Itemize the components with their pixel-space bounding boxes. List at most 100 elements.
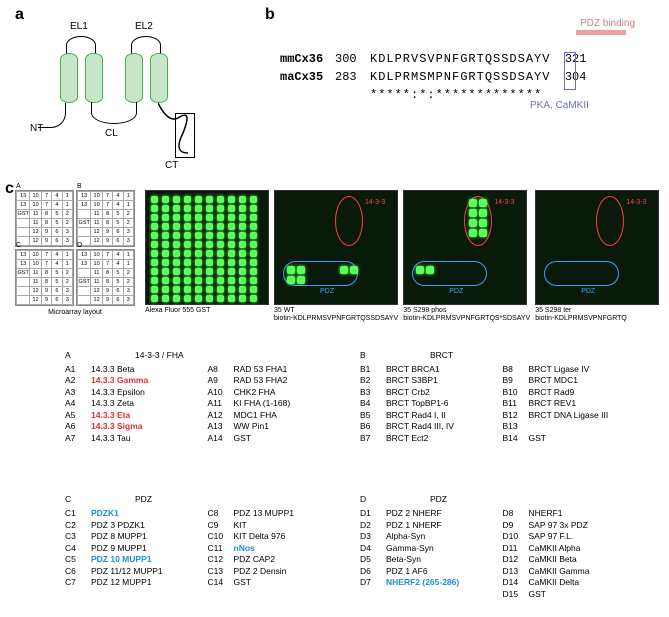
list-entry: C14GST [208,577,341,588]
list-entry: D14CaMKII Delta [503,577,636,588]
array-image: 14-3-3PDZ [535,190,659,305]
phos-site-box [564,52,576,90]
list-entry: D11CaMKII Alpha [503,543,636,554]
array-caption: 35 S298 terbiotin-KDLPRMSVPNFGRTQ [535,307,659,324]
list-entry: C7PDZ 12 MUPP1 [65,577,198,588]
mini-grid: A13107411310741GST11852118521296312963 [15,190,74,247]
list-entry: C6PDZ 11/12 MUPP1 [65,566,198,577]
list-entry: A214.3.3 Gamma [65,375,198,386]
array-image-block: Alexa Fluor 555 GST [145,190,269,324]
tm-cylinder [150,53,168,103]
ct-label: CT [165,160,178,171]
list-entry: A514.3.3 Eta [65,410,198,421]
pdz-binding-bar [576,30,626,35]
tm-cylinder [85,53,103,103]
sequence-rows: mmCx36300KDLPRVSVPNFGRTQSSDSAYV 321maCx3… [280,50,660,86]
array-caption: 35 WTbiotin-KDLPRMSVPNFGRTQSSDSAYV [274,307,398,324]
array-caption: Alexa Fluor 555 GST [145,307,269,315]
mini-grid: B1310741131074111852GST118521296312963 [76,190,135,247]
list-entry: A8RAD 53 FHA1 [208,364,341,375]
list-entry: D9SAP 97 3x PDZ [503,520,636,531]
array-images: Alexa Fluor 555 GST 14-3-3PDZ 35 WTbiotin-… [145,190,659,324]
list-entry: B2BRCT S3BP1 [360,375,493,386]
list-entry: D1PDZ 2 NHERF [360,508,493,519]
list-entry: B11BRCT REV1 [503,398,636,409]
list-entry: A9RAD 53 FHA2 [208,375,341,386]
list-entry: D10SAP 97 F.L. [503,531,636,542]
list-entry: D2PDZ 1 NHERF [360,520,493,531]
list-entry: C4PDZ 9 MUPP1 [65,543,198,554]
el2-label: EL2 [135,21,153,32]
mini-grid: D1310741131074111852GST118521296312963 [76,249,135,306]
list-entry: C2PDZ 3 PDZK1 [65,520,198,531]
list-entry: D4Gamma-Syn [360,543,493,554]
ct-box [175,113,195,158]
list-entry: A14GST [208,433,341,444]
list-entry: C5PDZ 10 MUPP1 [65,554,198,565]
list-entry: C3PDZ 8 MUPP1 [65,531,198,542]
list-entry: A10CHK2 FHA [208,387,341,398]
array-image-block: 14-3-3PDZ 35 WTbiotin-KDLPRMSVPNFGRTQSSDS… [274,190,398,324]
pka-camkii-label: PKA, CaMKII [530,100,589,111]
list-entry: B4BRCT TopBP1-6 [360,398,493,409]
loop-el1 [66,36,96,54]
cl-label: CL [105,128,118,139]
list-entry: C13PDZ 2 Densin [208,566,341,577]
list-entry: C12PDZ CAP2 [208,554,341,565]
array-image-block: 14-3-3PDZ 35 S298 terbiotin-KDLPRMSVPNFGR… [535,190,659,324]
panel-a-topology: EL1 EL2 NT CL CT [30,18,230,158]
list-entry: B5BRCT Rad4 I, II [360,410,493,421]
list-entry: A414.3.3 Zeta [65,398,198,409]
list-entry: A13WW Pin1 [208,421,341,432]
list-entry: D5Beta-Syn [360,554,493,565]
list-entry: A314.3.3 Epsilon [65,387,198,398]
sequence-row: mmCx36300KDLPRVSVPNFGRTQSSDSAYV 321 [280,50,660,68]
protein-lists: A14-3-3 / FHAA114.3.3 BetaA214.3.3 Gamma… [65,350,635,600]
layout-quad: A13107411310741GST11852118521296312963B1… [15,190,135,306]
list-block-A: A14-3-3 / FHAA114.3.3 BetaA214.3.3 Gamma… [65,350,340,444]
list-entry: B12BRCT DNA Ligase III [503,410,636,421]
list-entry: D15GST [503,589,636,600]
list-entry: B10BRCT Rad9 [503,387,636,398]
list-entry: D7NHERF2 (265-286) [360,577,493,588]
list-entry: C1PDZK1 [65,508,198,519]
panel-label-a: a [15,6,24,24]
tm-cylinder [60,53,78,103]
list-block-C: CPDZC1PDZK1C2PDZ 3 PDZK1C3PDZ 8 MUPP1C4P… [65,494,340,600]
list-entry: A714.3.3 Tau [65,433,198,444]
list-entry: D3Alpha-Syn [360,531,493,542]
list-entry: B1BRCT BRCA1 [360,364,493,375]
list-entry: B3BRCT Crb2 [360,387,493,398]
mini-grid: C13107411310741GST11852118521296312963 [15,249,74,306]
tm-cylinder [125,53,143,103]
array-image-block: 14-3-3PDZ 35 S298 phosbiotin-KDLPRMSVPNFG… [403,190,530,324]
list-entry: D8NHERF1 [503,508,636,519]
array-image [145,190,269,305]
list-entry: D13CaMKII Gamma [503,566,636,577]
list-entry: B6BRCT Rad4 III, IV [360,421,493,432]
panel-b-alignment: PDZ binding mmCx36300KDLPRVSVPNFGRTQSSDS… [280,30,660,104]
loop-cl [91,102,137,124]
array-image: 14-3-3PDZ [403,190,527,305]
el1-label: EL1 [70,21,88,32]
list-block-D: DPDZD1PDZ 2 NHERFD2PDZ 1 NHERFD3Alpha-Sy… [360,494,635,600]
list-entry: C8PDZ 13 MUPP1 [208,508,341,519]
list-entry: C9KIT [208,520,341,531]
list-entry: A114.3.3 Beta [65,364,198,375]
list-entry: B8BRCT Ligase IV [503,364,636,375]
nt-label: NT [30,123,43,134]
list-entry: A614.3.3 Sigma [65,421,198,432]
conservation-row: *****:*:************* [280,86,660,104]
list-entry: C10KIT Delta 976 [208,531,341,542]
panel-label-b: b [265,6,275,24]
panel-c: A13107411310741GST11852118521296312963B1… [15,190,660,317]
list-entry: B7BRCT Ect2 [360,433,493,444]
array-image: 14-3-3PDZ [274,190,398,305]
loop-el2 [131,36,161,54]
figure-container: a b c EL1 EL2 NT CL CT PDZ binding mmCx3… [0,0,669,617]
panel-label-c: c [5,180,14,198]
list-entry: D6PDZ 1 AF6 [360,566,493,577]
array-caption: 35 S298 phosbiotin-KDLPRMSVPNFGRTQS*SDSA… [403,307,530,324]
sequence-row: maCx35283KDLPRMSMPNFGRTQSSDSAYV 304 [280,68,660,86]
list-entry: A11KI FHA (1-168) [208,398,341,409]
